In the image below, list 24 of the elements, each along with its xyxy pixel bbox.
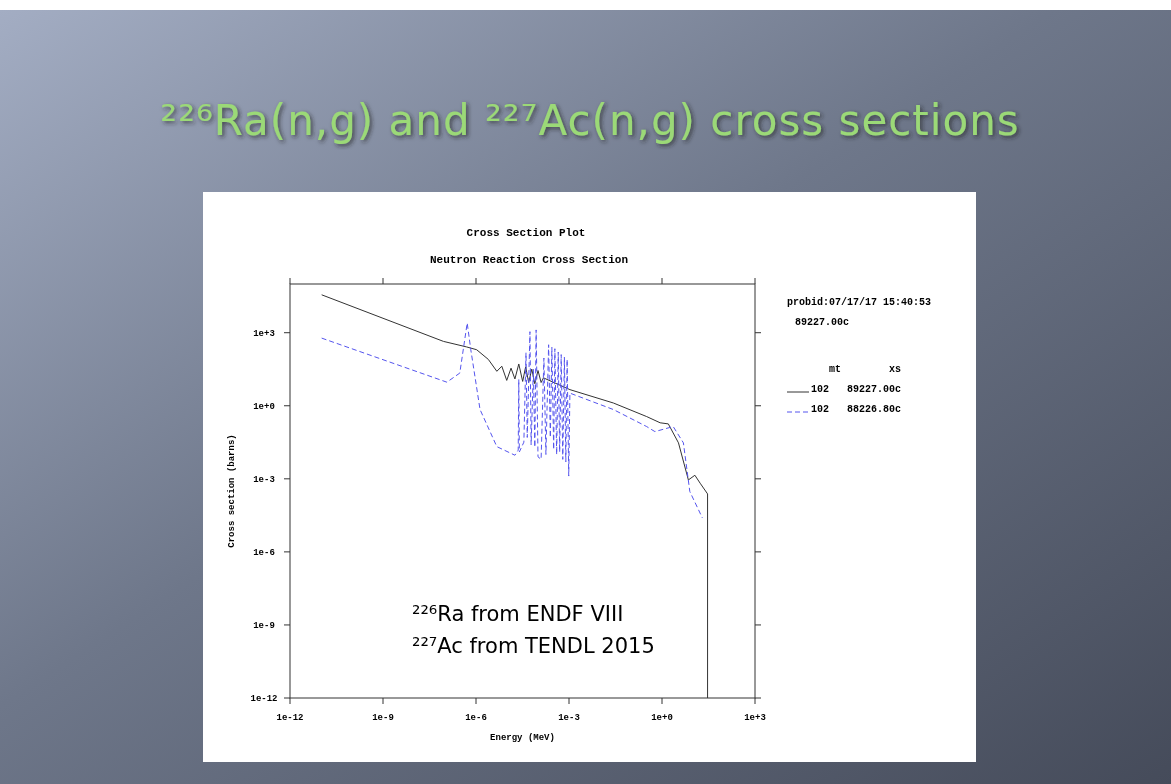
- x-tick-label: 1e+3: [744, 713, 766, 723]
- legend-label: 102 89227.00c: [811, 384, 902, 395]
- legend-label: 102 88226.80c: [811, 404, 902, 415]
- annotation: ²²⁶Ra from ENDF VIII: [412, 602, 624, 626]
- y-tick-label: 1e-12: [250, 694, 278, 704]
- y-tick-label: 1e-9: [253, 620, 275, 631]
- chart-title: ²²⁶Ra(n,g) and ²²⁷Ac(n,g) cross sections: [160, 96, 1020, 145]
- x-tick-label: 1e+0: [651, 713, 673, 723]
- y-tick-label: 1e+0: [253, 401, 275, 412]
- x-tick-label: 1e-6: [465, 713, 487, 723]
- x-axis-title: Energy (MeV): [490, 733, 555, 743]
- chart-subtitle: Cross Section Plot: [466, 227, 586, 239]
- text: Neutron Reaction Cross Section: [429, 254, 629, 266]
- text: probid:07/17/17 15:40:53: [787, 297, 932, 308]
- x-tick-label: 1e-9: [372, 713, 394, 723]
- y-tick-label: 1e-3: [253, 474, 275, 485]
- text: 89227.00c: [795, 317, 850, 328]
- y-axis-title: Cross section (barns): [227, 434, 237, 548]
- annotation: ²²⁷Ac from TENDL 2015: [412, 634, 655, 658]
- y-tick-label: 1e-6: [253, 547, 275, 558]
- x-tick-label: 1e-3: [558, 713, 580, 723]
- y-tick-label: 1e+3: [253, 328, 275, 339]
- x-tick-label: 1e-12: [276, 713, 304, 723]
- legend-title: mt xs: [829, 364, 902, 375]
